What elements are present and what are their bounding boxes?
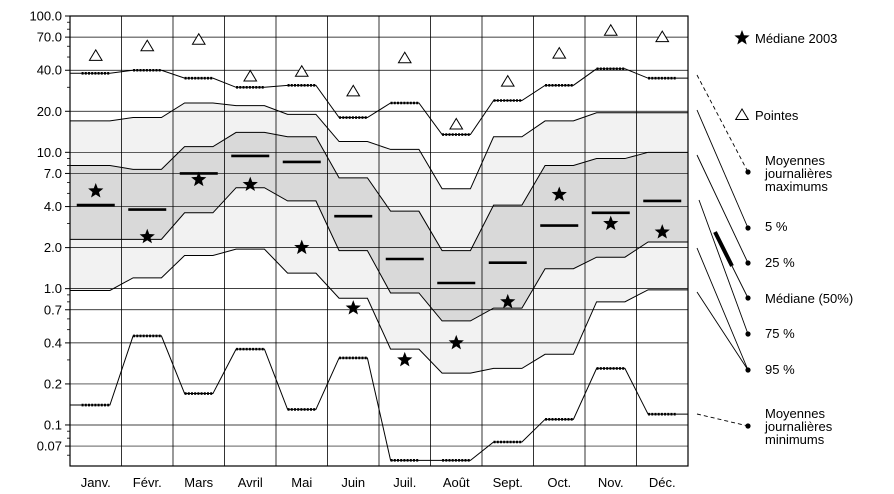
y-tick-label-8: 1.0	[44, 281, 62, 296]
legend-label-6-0: 75 %	[765, 326, 795, 341]
median-2003-star-2	[191, 171, 207, 187]
legend-label-1: Pointes	[755, 108, 799, 123]
legend-leader-3	[698, 199, 749, 335]
legend-label-8-2: minimums	[765, 432, 825, 447]
line-3	[70, 187, 688, 322]
legend-triangle-icon	[734, 108, 750, 120]
median-2003-star-0	[88, 183, 104, 198]
legend-median-leader	[731, 265, 749, 299]
peak-triangle-8	[500, 74, 515, 87]
legend-median-marker	[713, 231, 734, 267]
y-tick-label-5: 7.0	[44, 166, 62, 181]
median-2003-star-10	[603, 215, 619, 231]
peak-triangle-3	[243, 69, 258, 82]
peak-triangle-4	[294, 64, 309, 77]
x-tick-label-7: Août	[443, 475, 470, 490]
x-tick-label-0: Janv.	[81, 475, 111, 490]
legend-leader-6	[696, 413, 749, 427]
peak-triangle-11	[655, 30, 670, 43]
line-1	[70, 102, 688, 190]
y-tick-label-11: 0.2	[44, 376, 62, 391]
legend-label-8-0: Moyennes	[765, 406, 825, 421]
x-tick-label-1: Févr.	[133, 475, 162, 490]
legend-leader-2	[696, 154, 749, 264]
peak-triangle-6	[397, 51, 412, 64]
median-2003-star-11	[654, 224, 670, 239]
x-tick-label-9: Oct.	[547, 475, 571, 490]
median-2003-star-5	[345, 300, 361, 315]
median-2003-star-6	[397, 351, 413, 367]
legend-star-icon	[734, 30, 750, 45]
x-tick-label-8: Sept.	[493, 475, 523, 490]
peak-triangle-7	[449, 117, 464, 130]
y-tick-label-10: 0.4	[44, 335, 62, 350]
y-tick-label-6: 4.0	[44, 199, 62, 214]
x-tick-label-6: Juil.	[393, 475, 416, 490]
legend-label-2-2: maximums	[765, 179, 828, 194]
x-tick-label-4: Mai	[291, 475, 312, 490]
x-tick-label-11: Déc.	[649, 475, 676, 490]
legend-label-3-0: 5 %	[765, 219, 788, 234]
series-lines	[70, 67, 688, 462]
legend-label-5-0: Médiane (50%)	[765, 291, 853, 306]
median-2003-star-1	[139, 228, 155, 244]
markers	[76, 23, 682, 367]
peak-triangle-1	[140, 39, 155, 52]
median-2003-star-3	[242, 176, 258, 192]
grid	[70, 15, 688, 466]
y-tick-label-13: 0.07	[37, 439, 62, 454]
peak-triangle-10	[603, 23, 618, 36]
x-tick-label-5: Juin	[341, 475, 365, 490]
legend: Médiane 2003PointesMoyennesjournalièresm…	[696, 30, 853, 447]
legend-leader-5	[696, 291, 749, 371]
y-tick-label-4: 10.0	[37, 145, 62, 160]
line-2	[70, 131, 688, 252]
median-2003-star-9	[551, 186, 567, 202]
legend-label-7-0: 95 %	[765, 362, 795, 377]
y-tick-label-12: 0.1	[44, 417, 62, 432]
median-2003-star-7	[448, 334, 464, 350]
legend-label-8-1: journalières	[764, 419, 833, 434]
peak-triangle-2	[191, 32, 206, 45]
y-tick-label-7: 2.0	[44, 240, 62, 255]
legend-label-0: Médiane 2003	[755, 31, 837, 46]
axes: 100.0 70.0 40.0 20.0 10.0 7.0 4.0 2.0 1.0 0.7 0.4 0…	[29, 9, 689, 490]
plot-frame	[69, 15, 689, 467]
peak-triangle-5	[346, 84, 361, 97]
legend-leader-0	[696, 74, 749, 173]
y-tick-label-9: 0.7	[44, 302, 62, 317]
x-tick-label-2: Mars	[184, 475, 213, 490]
y-tick-label-3: 20.0	[37, 104, 62, 119]
peak-triangle-9	[552, 46, 567, 59]
y-tick-label-2: 40.0	[37, 63, 62, 78]
line-4	[70, 248, 688, 374]
x-tick-label-10: Nov.	[598, 475, 624, 490]
y-tick-label-0: 100.0	[29, 9, 62, 24]
peak-triangle-0	[88, 48, 103, 61]
median-2003-star-8	[500, 293, 516, 309]
legend-leader-4	[696, 247, 749, 371]
legend-label-2-0: Moyennes	[765, 153, 825, 168]
legend-dot-icon-0	[745, 169, 751, 175]
median-2003-star-4	[294, 239, 310, 255]
x-tick-label-3: Avril	[238, 475, 263, 490]
y-tick-label-1: 70.0	[37, 30, 62, 45]
legend-label-4-0: 25 %	[765, 255, 795, 270]
legend-leader-1	[696, 109, 749, 229]
line-0	[70, 68, 688, 136]
legend-label-2-1: journalières	[764, 166, 833, 181]
line-5	[70, 335, 688, 461]
